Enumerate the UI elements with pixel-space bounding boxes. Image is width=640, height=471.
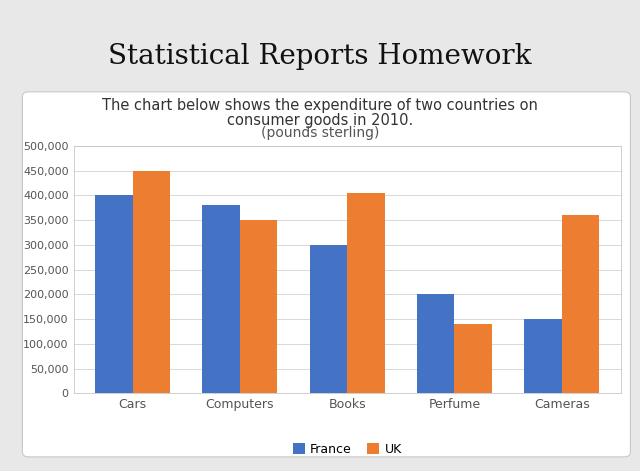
Bar	[417, 294, 454, 393]
Bar	[524, 319, 562, 393]
Bar	[562, 215, 599, 393]
Text: (pounds sterling): (pounds sterling)	[261, 126, 379, 140]
Text: consumer goods in 2010.: consumer goods in 2010.	[227, 113, 413, 128]
Bar	[95, 195, 132, 393]
Bar	[202, 205, 240, 393]
Bar	[310, 245, 347, 393]
Legend: France, UK: France, UK	[288, 438, 406, 461]
Bar	[454, 324, 492, 393]
Bar	[347, 193, 385, 393]
Bar	[132, 171, 170, 393]
Text: The chart below shows the expenditure of two countries on: The chart below shows the expenditure of…	[102, 98, 538, 114]
Text: Statistical Reports Homework: Statistical Reports Homework	[108, 43, 532, 70]
Bar	[240, 220, 278, 393]
